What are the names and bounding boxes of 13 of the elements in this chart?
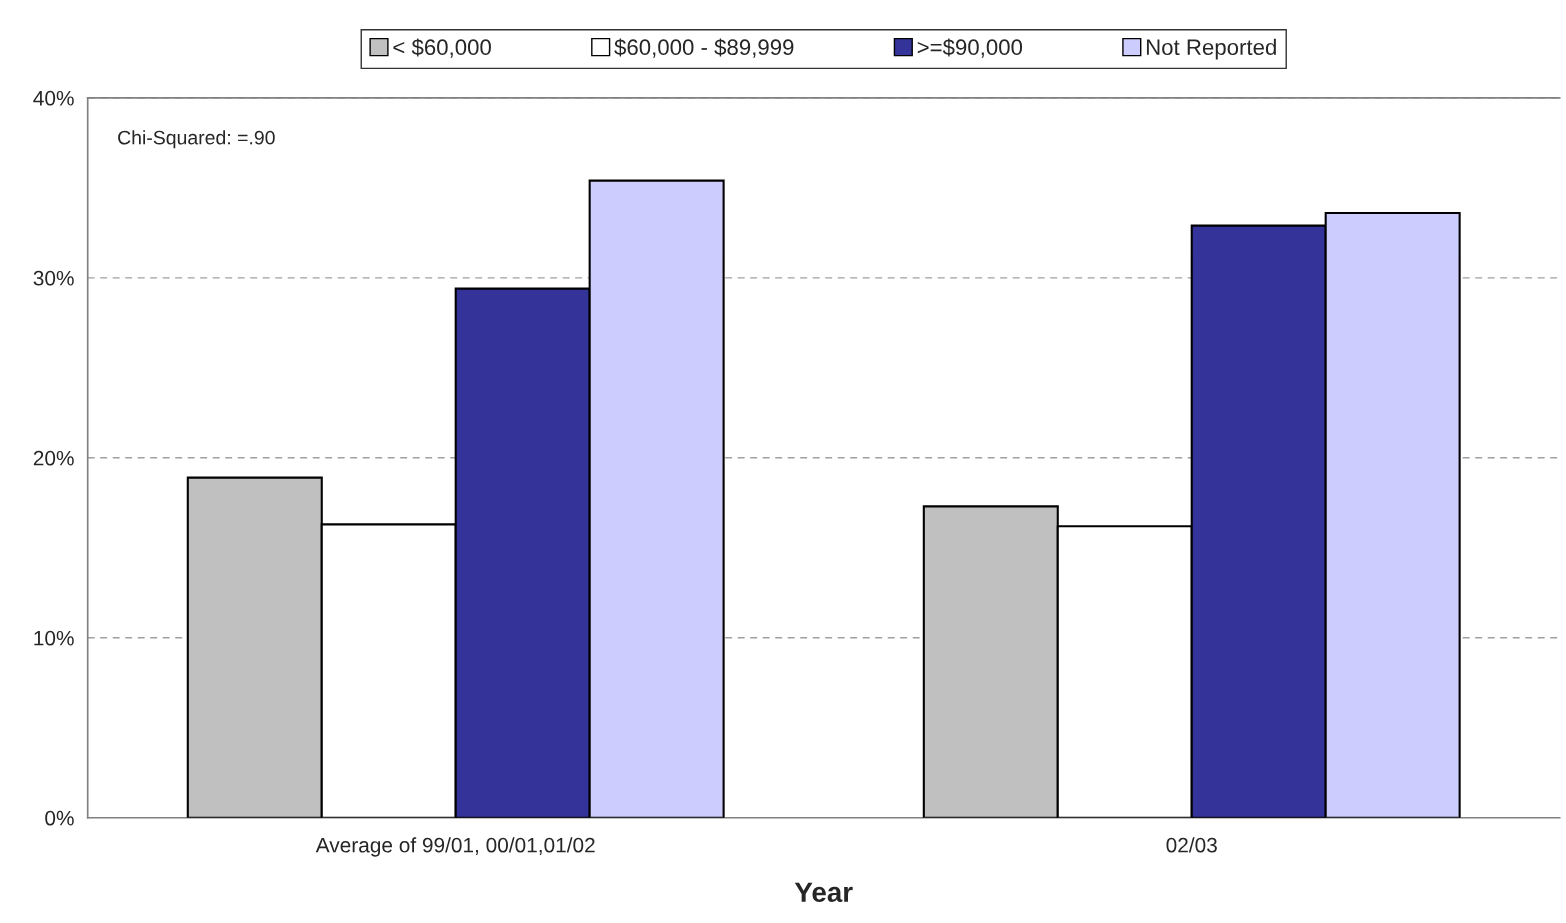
- y-tick-label: 40%: [33, 90, 74, 106]
- x-tick-label: Average of 99/01, 00/01,01/02: [315, 837, 595, 857]
- y-tick-label: 10%: [34, 630, 74, 646]
- legend-label: < $60,000: [393, 38, 491, 58]
- x-axis-title: Year: [794, 882, 853, 903]
- annotation: Chi-Squared: =.90: [118, 130, 275, 149]
- legend-label: >=$90,000: [917, 38, 1023, 58]
- y-tick-label: 0%: [45, 810, 74, 826]
- y-tick-label: 20%: [33, 450, 74, 466]
- legend-label: Not Reported: [1146, 38, 1276, 60]
- x-tick-label: 02/03: [1166, 837, 1217, 853]
- legend-label: $60,000 - $89,999: [614, 38, 794, 58]
- y-tick-label: 30%: [33, 270, 74, 286]
